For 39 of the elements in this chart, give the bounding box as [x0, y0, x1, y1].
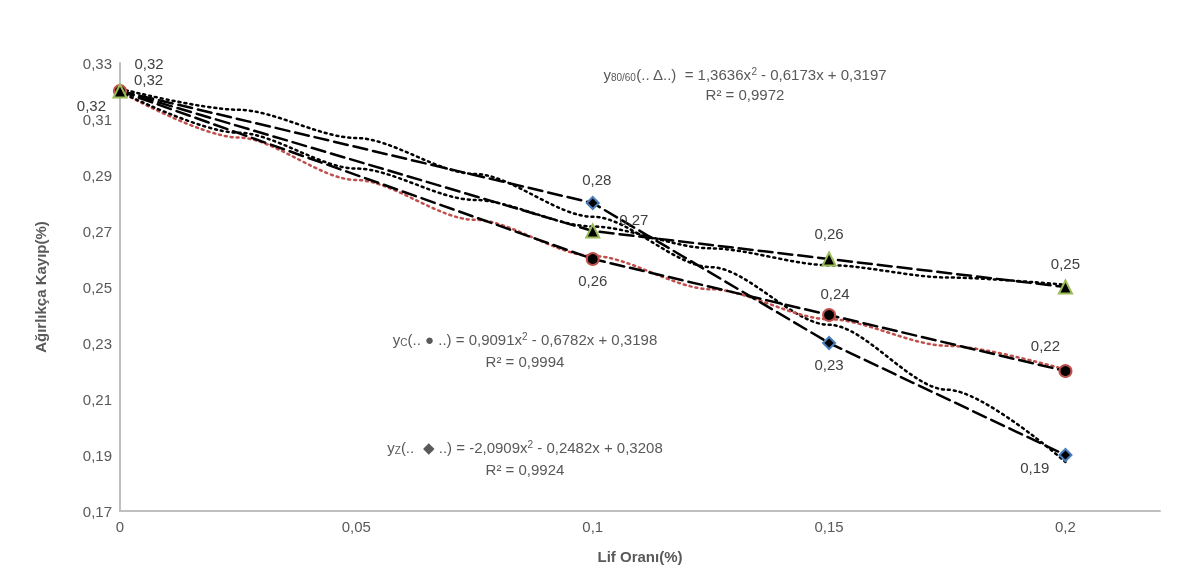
data-label: 0,32	[134, 70, 164, 88]
data-label: 0,26	[578, 272, 608, 289]
x-axis-title: Lif Oranı(%)	[597, 548, 683, 565]
annotation: R² = 0,9924	[485, 460, 565, 478]
data-label: 0,23	[814, 356, 844, 373]
point	[585, 196, 600, 210]
y-tick-label: 0,23	[82, 334, 112, 352]
data-label: 0,26	[814, 224, 844, 242]
point	[1058, 448, 1073, 462]
y-tick-label: 0,19	[82, 446, 112, 464]
x-tick-label: 0,1	[582, 518, 604, 535]
x-tick-label: 0,2	[1055, 518, 1076, 535]
y-tick-label: 0,33	[82, 54, 112, 72]
y-tick-label: 0,25	[82, 278, 112, 296]
y-tick-label: 0,29	[82, 166, 112, 184]
point	[822, 336, 837, 350]
point	[585, 223, 601, 239]
data-label: 0,25	[1050, 254, 1081, 272]
point	[1058, 364, 1073, 378]
data-label: 0,24	[820, 285, 850, 302]
y-axis-title: Ağırlıkça Kayıp(%)	[32, 221, 49, 353]
point	[821, 251, 837, 267]
x-tick-label: 0	[115, 518, 125, 535]
y-tick-label: 0,27	[82, 222, 112, 240]
data-label: 0,19	[1020, 458, 1050, 476]
y-tick-label: 0,17	[82, 502, 112, 520]
x-tick-label: 0,05	[341, 518, 371, 535]
data-label: 0,28	[582, 171, 612, 188]
x-tick-label: 0,15	[814, 518, 844, 535]
point	[1057, 279, 1073, 295]
point	[585, 252, 600, 266]
data-label: 0,22	[1030, 337, 1061, 354]
data-label: 0,27	[619, 210, 649, 228]
y-tick-label: 0,21	[82, 390, 112, 408]
annotation: R² = 0,9972	[705, 85, 785, 103]
annotation: R² = 0,9994	[485, 352, 565, 370]
data-label: 0,32	[76, 96, 106, 114]
point	[822, 308, 837, 322]
data-label: 0,32	[134, 54, 164, 72]
